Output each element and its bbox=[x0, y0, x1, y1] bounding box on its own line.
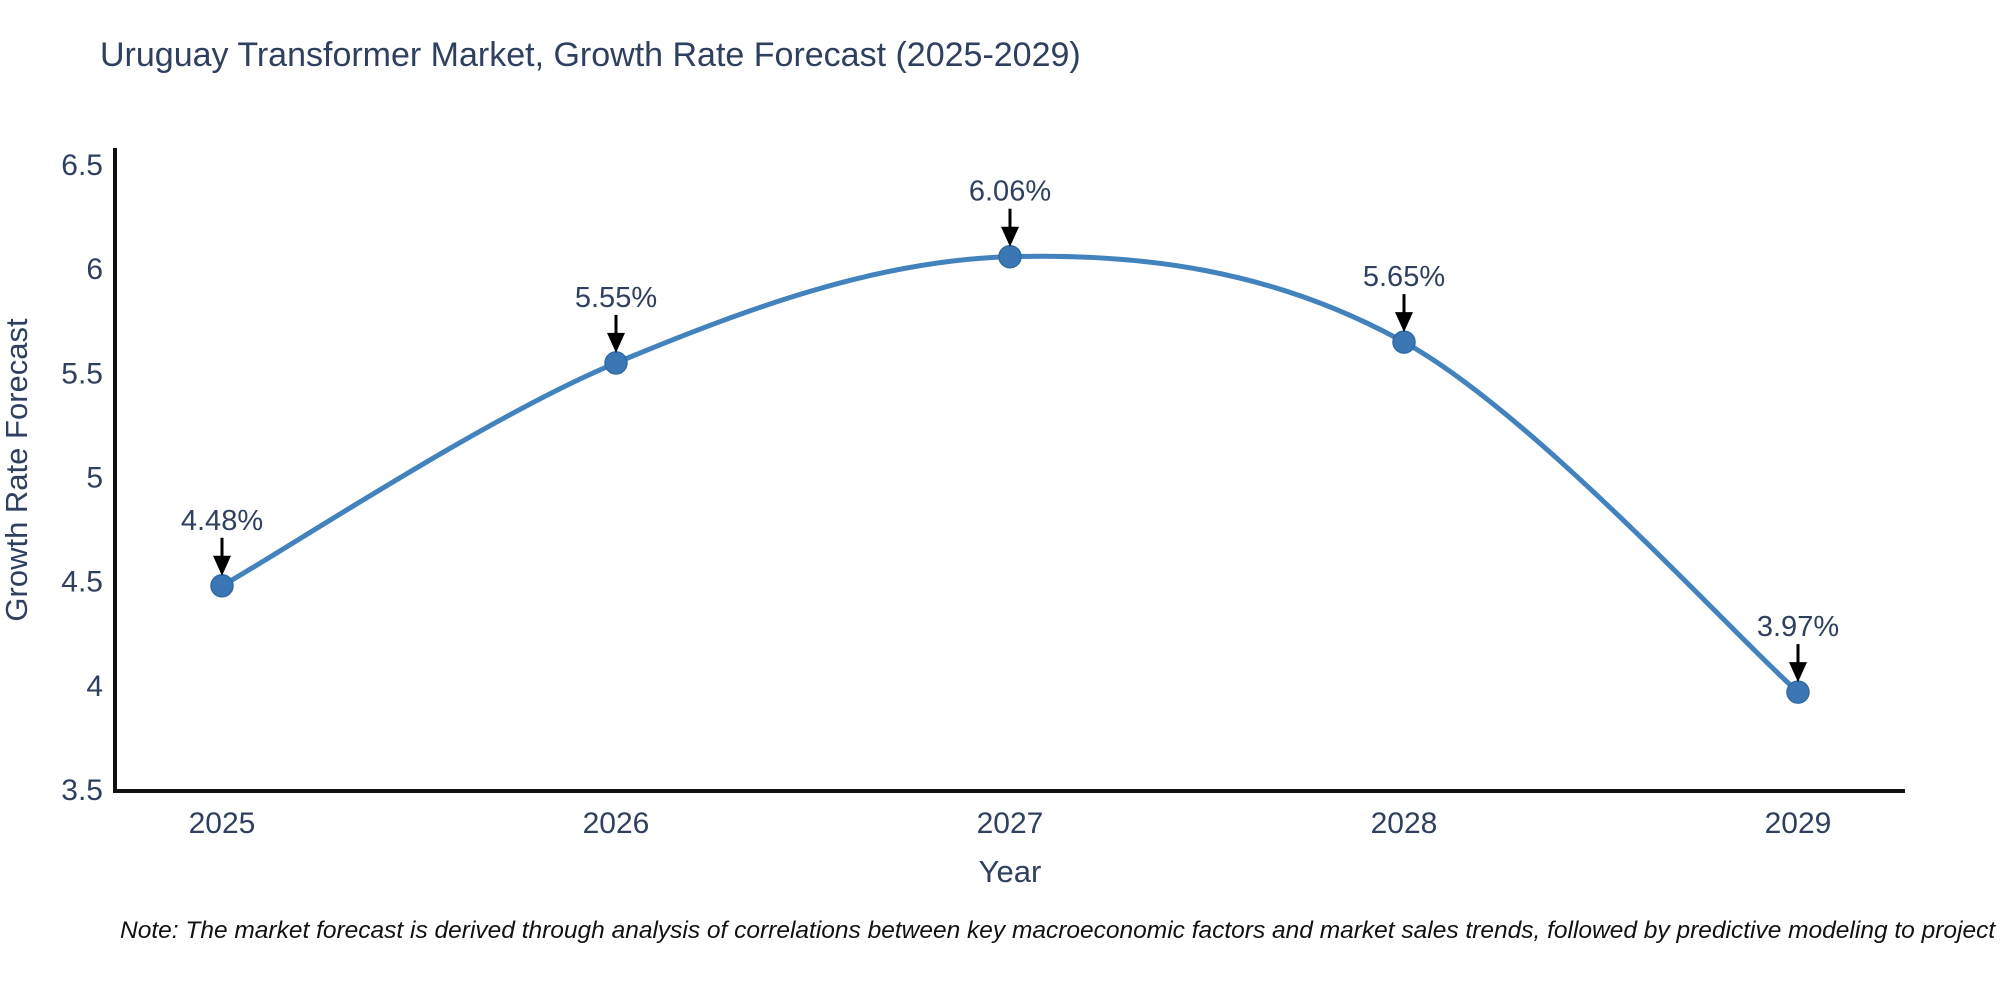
x-tick-label: 2027 bbox=[977, 807, 1044, 840]
y-axis-title: Growth Rate Forecast bbox=[0, 318, 34, 622]
y-tick-label: 4 bbox=[86, 670, 103, 703]
y-axis-tick-labels: 6.5 6 5.5 5 4.5 4 3.5 bbox=[61, 149, 103, 807]
chart-note: Note: The market forecast is derived thr… bbox=[120, 917, 2000, 944]
data-point-marker[interactable] bbox=[1392, 330, 1416, 354]
annotation-arrowhead-icon bbox=[1395, 312, 1413, 333]
chart-title: Uruguay Transformer Market, Growth Rate … bbox=[100, 36, 1081, 74]
data-point-marker[interactable] bbox=[998, 244, 1022, 269]
point-value-label: 4.48% bbox=[181, 505, 263, 537]
growth-rate-spline bbox=[219, 253, 1801, 695]
point-annotations: 4.48% 5.55% 6.06% 5.65% 3.97% bbox=[181, 176, 1839, 683]
y-tick-label: 6.5 bbox=[61, 149, 103, 182]
x-axis-tick-labels: 2025 2026 2027 2028 2029 bbox=[189, 807, 1832, 840]
x-tick-label: 2028 bbox=[1371, 807, 1438, 840]
axes bbox=[113, 148, 1905, 793]
data-point-marker[interactable] bbox=[604, 351, 628, 375]
annotation-arrowhead-icon bbox=[213, 555, 231, 576]
data-point-marker[interactable] bbox=[210, 574, 234, 598]
point-value-label: 5.55% bbox=[575, 282, 657, 314]
data-point-marker[interactable] bbox=[1786, 680, 1810, 704]
x-tick-label: 2026 bbox=[583, 807, 650, 840]
x-tick-label: 2025 bbox=[189, 807, 256, 840]
data-point-markers bbox=[210, 244, 1810, 704]
y-tick-label: 6 bbox=[86, 253, 103, 286]
y-tick-label: 4.5 bbox=[61, 566, 103, 599]
line-series bbox=[219, 253, 1801, 695]
annotation-arrowhead-icon bbox=[1789, 662, 1807, 683]
y-tick-label: 3.5 bbox=[61, 774, 103, 807]
x-tick-label: 2029 bbox=[1765, 807, 1832, 840]
point-value-label: 5.65% bbox=[1363, 261, 1445, 293]
y-tick-label: 5.5 bbox=[61, 357, 103, 390]
annotation-arrowhead-icon bbox=[1001, 226, 1019, 247]
point-value-label: 6.06% bbox=[969, 176, 1051, 208]
point-value-label: 3.97% bbox=[1757, 611, 1839, 643]
annotation-arrowhead-icon bbox=[607, 332, 625, 353]
x-axis-title: Year bbox=[979, 854, 1042, 889]
y-tick-label: 5 bbox=[86, 462, 103, 495]
